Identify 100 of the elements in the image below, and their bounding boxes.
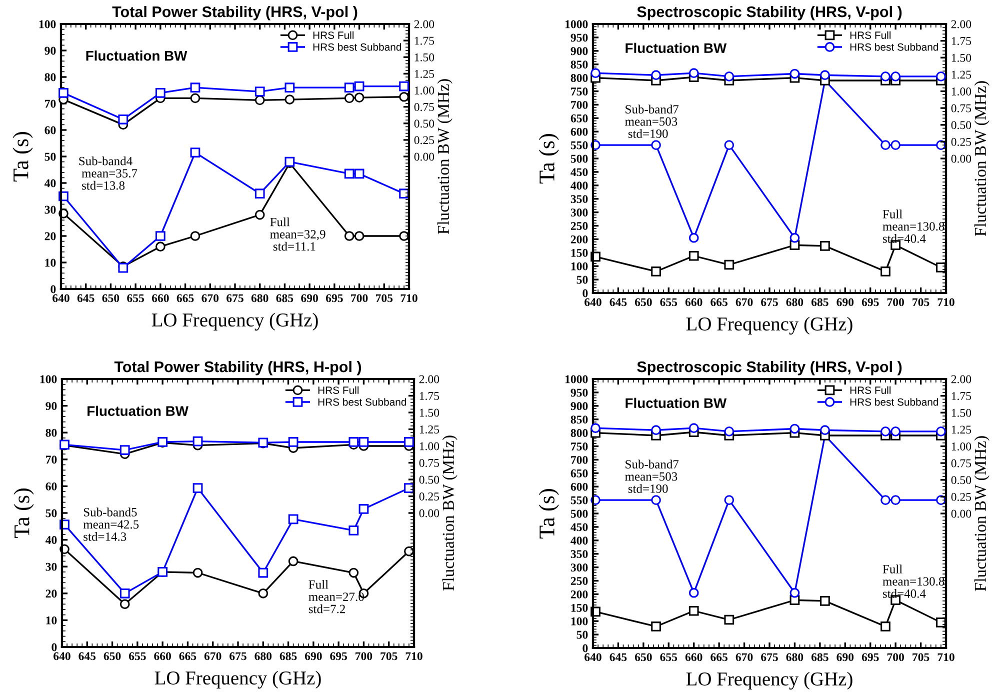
x-tick-label: 700 bbox=[887, 298, 904, 306]
x-tick-label: 670 bbox=[736, 298, 753, 306]
y-tick-label: 50 bbox=[576, 630, 588, 639]
point bbox=[190, 82, 200, 93]
point bbox=[820, 240, 830, 251]
y2-tick-label: 1.00 bbox=[414, 86, 434, 95]
y-tick-label: 850 bbox=[570, 416, 588, 424]
y2-tick-label: 1.75 bbox=[420, 392, 440, 400]
x-tick-label: 710 bbox=[406, 652, 422, 660]
x-tick-label: 695 bbox=[330, 652, 347, 660]
point bbox=[688, 423, 699, 434]
point bbox=[254, 86, 265, 97]
legend-label: HRS best Subband bbox=[850, 43, 938, 51]
y-tick-label: 80 bbox=[46, 428, 57, 437]
point bbox=[724, 140, 734, 150]
y-tick-label: 10 bbox=[45, 258, 56, 267]
point bbox=[344, 93, 354, 104]
x-tick-label: 680 bbox=[786, 298, 804, 306]
y2-tick-label: 1.25 bbox=[414, 70, 434, 78]
point bbox=[880, 140, 890, 150]
y2-tick-label: 0.75 bbox=[419, 458, 440, 468]
point bbox=[120, 445, 130, 455]
y-tick-label: 600 bbox=[570, 482, 588, 491]
y2-tick-label: 1.25 bbox=[952, 426, 972, 434]
point bbox=[790, 424, 800, 434]
y-tick-label: 30 bbox=[46, 562, 57, 571]
point bbox=[790, 232, 800, 243]
y-tick-label: 200 bbox=[570, 590, 588, 598]
point bbox=[724, 72, 734, 82]
x-tick-label: 675 bbox=[226, 294, 244, 302]
x-tick-label: 700 bbox=[887, 653, 904, 662]
y-axis-title: Ta (s) bbox=[538, 489, 559, 539]
x-tick-label: 680 bbox=[251, 294, 268, 302]
point bbox=[399, 81, 409, 92]
x-tick-label: 665 bbox=[710, 653, 728, 662]
point bbox=[880, 622, 890, 632]
y-tick-label: 100 bbox=[571, 262, 588, 270]
point bbox=[258, 568, 268, 578]
point bbox=[120, 588, 130, 598]
chart-title: Total Power Stability (HRS, V-pol ) bbox=[112, 6, 358, 20]
point bbox=[820, 596, 830, 606]
y-tick-label: 800 bbox=[570, 74, 588, 82]
y-tick-label: 0 bbox=[582, 289, 588, 298]
point bbox=[880, 426, 890, 436]
legend-label: HRS best Subband bbox=[313, 43, 402, 51]
y-tick-label: 900 bbox=[570, 47, 588, 56]
point bbox=[354, 231, 364, 241]
y2-tick-label: 0.00 bbox=[951, 510, 972, 518]
point bbox=[820, 425, 830, 436]
y2-tick-label: 0.25 bbox=[951, 138, 972, 146]
y-tick-label: 950 bbox=[570, 34, 588, 42]
x-tick-label: 660 bbox=[154, 652, 171, 660]
x-tick-label: 655 bbox=[128, 652, 146, 660]
y-tick-label: 90 bbox=[46, 402, 57, 410]
x-tick-label: 640 bbox=[54, 652, 70, 660]
y2-axis-title: Fluctuation BW (MHz) bbox=[442, 436, 458, 591]
y-tick-label: 500 bbox=[570, 154, 588, 163]
point bbox=[192, 436, 203, 446]
x-tick-label: 695 bbox=[326, 294, 343, 302]
y-tick-label: 250 bbox=[570, 576, 588, 585]
point bbox=[288, 514, 298, 524]
y2-tick-label: 0.50 bbox=[414, 120, 434, 128]
y-tick-label: 90 bbox=[44, 46, 56, 55]
x-tick-label: 695 bbox=[862, 298, 879, 306]
y-tick-label: 40 bbox=[45, 536, 57, 544]
x-tick-label: 675 bbox=[761, 653, 778, 662]
point bbox=[688, 68, 699, 78]
x-tick-label: 650 bbox=[634, 298, 652, 306]
x-tick-label: 705 bbox=[912, 653, 930, 662]
y-tick-label: 350 bbox=[570, 195, 588, 204]
y2-tick-label: 0.50 bbox=[951, 476, 972, 484]
y-tick-label: 450 bbox=[570, 168, 588, 176]
point bbox=[651, 140, 661, 150]
x-tick-label: 705 bbox=[912, 298, 930, 306]
legend-label: HRS Full bbox=[850, 386, 891, 394]
y-tick-label: 50 bbox=[44, 152, 56, 161]
y2-tick-label: 0.00 bbox=[414, 152, 434, 161]
point bbox=[404, 546, 414, 556]
x-tick-label: 695 bbox=[862, 653, 879, 662]
y-tick-label: 850 bbox=[570, 60, 588, 69]
point bbox=[258, 588, 268, 598]
y2-tick-label: 0.25 bbox=[419, 492, 440, 501]
y-tick-label: 20 bbox=[46, 590, 57, 598]
y2-tick-label: 0.75 bbox=[414, 103, 434, 112]
point bbox=[155, 231, 166, 241]
x-tick-label: 685 bbox=[276, 294, 294, 302]
x-tick-label: 710 bbox=[400, 294, 418, 302]
point bbox=[288, 437, 298, 447]
point bbox=[936, 426, 946, 436]
legend-label: HRS best Subband bbox=[850, 398, 938, 406]
y2-tick-label: 1.00 bbox=[420, 442, 440, 450]
point bbox=[254, 210, 265, 220]
y-tick-label: 200 bbox=[570, 235, 588, 244]
point bbox=[354, 168, 364, 179]
point bbox=[936, 72, 946, 82]
x-tick-label: 660 bbox=[685, 653, 702, 662]
point bbox=[118, 114, 128, 124]
chart-title: Spectroscopic Stability (HRS, V-pol ) bbox=[637, 360, 902, 376]
point bbox=[651, 425, 661, 436]
y2-tick-label: 2.00 bbox=[951, 375, 972, 384]
